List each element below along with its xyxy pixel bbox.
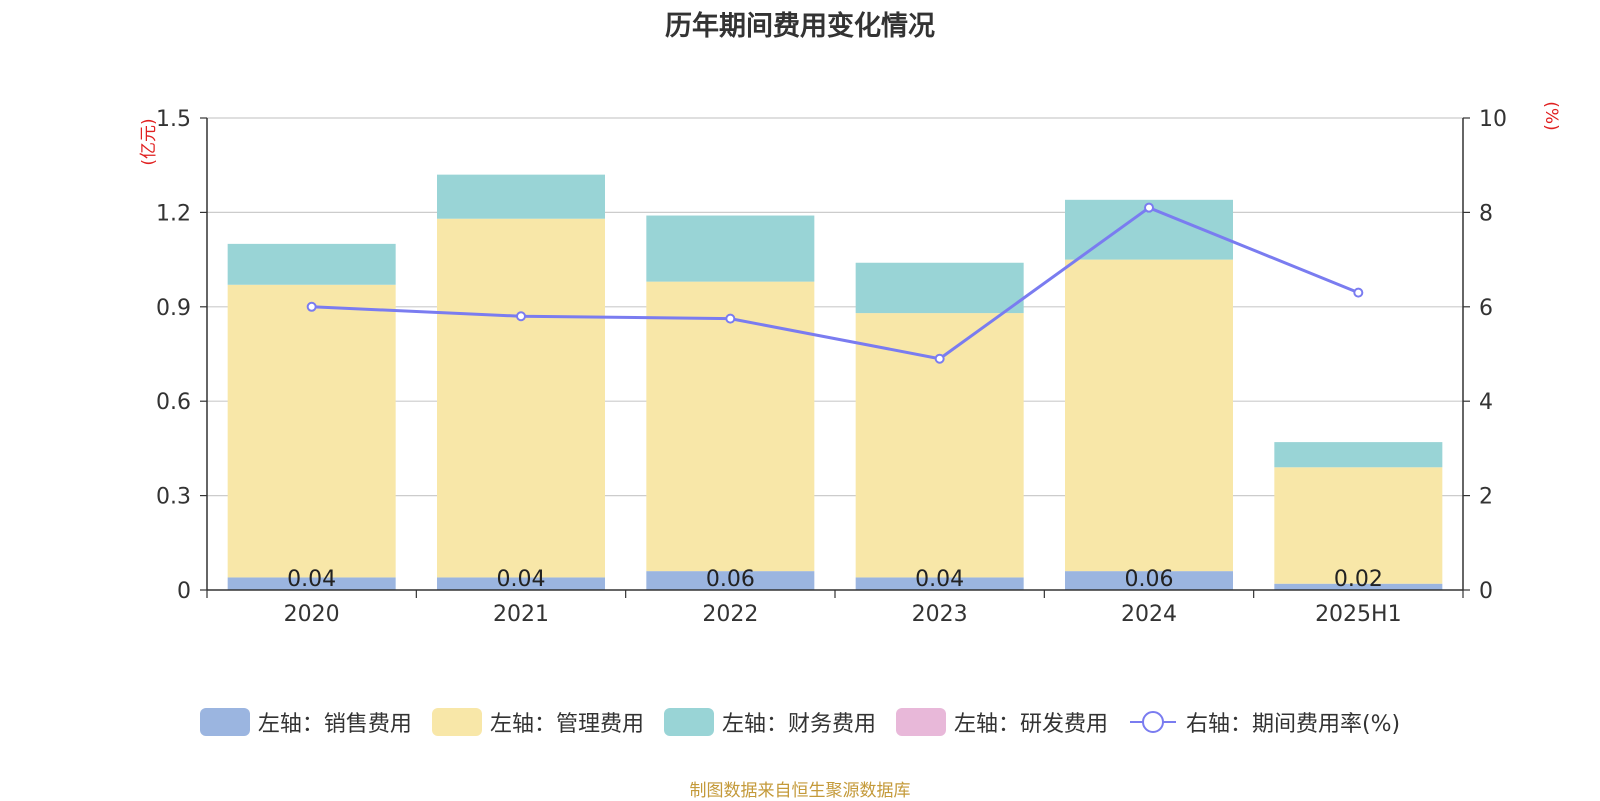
bar-segment <box>227 577 396 590</box>
bar-segment <box>855 262 1024 314</box>
left-axis-tick-label: 0 <box>177 579 191 604</box>
bar-segment <box>855 313 1024 578</box>
legend-swatch <box>663 708 714 736</box>
bar-segment <box>227 243 396 285</box>
legend-label: 左轴：管理费用 <box>489 712 644 737</box>
right-axis-unit-label: (%) <box>1541 101 1561 130</box>
legend-label: 左轴：销售费用 <box>257 712 412 737</box>
bar-segment <box>1065 571 1233 590</box>
bar-segment <box>646 571 815 590</box>
left-axis-tick-label: 0.9 <box>156 296 191 321</box>
legend-label: 左轴：财务费用 <box>721 712 876 737</box>
legend-label: 右轴：期间费用率(%) <box>1185 712 1401 737</box>
right-axis-tick-label: 8 <box>1479 201 1493 226</box>
rate-point <box>516 311 526 322</box>
x-axis-tick-label: 2023 <box>912 602 968 627</box>
x-axis-tick-label: 2025H1 <box>1315 602 1402 627</box>
bar-data-label: 0.02 <box>1334 567 1383 592</box>
x-axis-tick-label: 2021 <box>493 602 549 627</box>
grid-lines <box>207 117 1463 497</box>
data-labels: 0.04 0.04 0.06 0.04 0.06 0.02 <box>287 567 1383 592</box>
right-axis-tick-label: 0 <box>1479 579 1493 604</box>
rate-line <box>311 205 1359 361</box>
right-axis-tick-label: 2 <box>1479 485 1493 510</box>
bar-data-label: 0.04 <box>915 567 964 592</box>
bar-segment <box>1274 442 1443 468</box>
x-axis-tick-label: 2024 <box>1121 602 1177 627</box>
legend-label: 左轴：研发费用 <box>953 712 1108 737</box>
legend-swatch <box>199 708 250 736</box>
legend-item[interactable]: 左轴：研发费用 <box>895 706 1108 738</box>
left-axis-tick-label: 0.3 <box>156 485 191 510</box>
legend-item[interactable]: 左轴：财务费用 <box>663 706 876 738</box>
legend-line-marker-icon <box>1129 711 1176 733</box>
bar-segment <box>646 215 815 282</box>
rate-point <box>934 353 945 364</box>
legend-swatch <box>895 708 946 736</box>
right-axis-tick-label: 10 <box>1479 107 1507 132</box>
rate-point <box>1144 202 1154 213</box>
bar-segment <box>1274 467 1443 584</box>
bar-data-label: 0.04 <box>287 567 336 592</box>
bar-segment <box>437 218 605 578</box>
legend-item[interactable]: 左轴：销售费用 <box>199 706 412 738</box>
left-axis-tick-label: 0.6 <box>156 390 191 415</box>
x-axis-tick-label: 2020 <box>284 602 340 627</box>
left-axis-unit-label: (亿元) <box>139 118 159 165</box>
bar-segment <box>227 284 396 578</box>
rate-line-series <box>306 202 1364 364</box>
bar-data-label: 0.04 <box>497 567 546 592</box>
bar-segment <box>437 577 605 590</box>
bar-data-label: 0.06 <box>1125 567 1174 592</box>
rate-point <box>306 301 317 312</box>
right-axis-tick-label: 6 <box>1479 296 1493 321</box>
legend-item[interactable]: 左轴：管理费用 <box>431 706 644 738</box>
rate-point <box>1353 287 1364 298</box>
legend: 左轴：销售费用 左轴：管理费用 左轴：财务费用 左轴：研发费用 右轴：期间费用率(%) <box>0 705 1600 739</box>
legend-swatch <box>431 708 482 736</box>
bar-series <box>227 174 1443 590</box>
chart-title: 历年期间费用变化情况 <box>665 11 935 42</box>
left-axis-tick-label: 1.5 <box>156 107 191 132</box>
bar-segment <box>646 281 815 572</box>
right-axis-tick-label: 4 <box>1479 390 1493 415</box>
rate-point <box>725 313 736 324</box>
x-axis-tick-label: 2022 <box>702 602 758 627</box>
bar-segment <box>1274 583 1443 590</box>
bar-data-label: 0.06 <box>706 567 755 592</box>
left-axis-tick-label: 1.2 <box>156 201 191 226</box>
bar-segment <box>1065 259 1233 572</box>
bar-segment <box>855 577 1024 590</box>
axes: 0 0.3 0.6 0.9 1.2 1.5 0 2 4 6 8 10 2020 2021 2022 2023 2… <box>156 107 1507 627</box>
legend-item[interactable]: 右轴：期间费用率(%) <box>1128 706 1400 738</box>
source-note: 制图数据来自恒生聚源数据库 <box>689 781 911 801</box>
bar-segment <box>437 174 605 219</box>
